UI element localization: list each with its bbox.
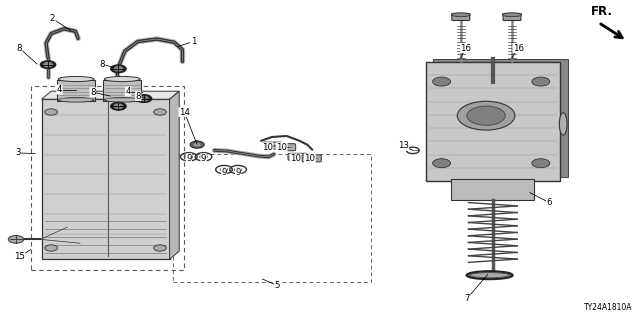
Ellipse shape bbox=[104, 98, 140, 102]
FancyBboxPatch shape bbox=[288, 153, 307, 160]
Text: 9: 9 bbox=[186, 154, 191, 163]
Text: 7: 7 bbox=[465, 294, 470, 303]
Circle shape bbox=[194, 143, 200, 146]
Circle shape bbox=[111, 102, 126, 110]
Circle shape bbox=[234, 168, 242, 172]
Text: 10: 10 bbox=[276, 143, 287, 152]
Circle shape bbox=[45, 109, 58, 115]
Text: 8: 8 bbox=[17, 44, 22, 52]
Text: 2: 2 bbox=[50, 14, 55, 23]
Circle shape bbox=[136, 95, 152, 102]
Text: 10: 10 bbox=[290, 154, 301, 163]
Text: 16: 16 bbox=[513, 44, 524, 52]
Text: 3: 3 bbox=[15, 148, 20, 157]
Ellipse shape bbox=[58, 76, 94, 82]
Text: FR.: FR. bbox=[591, 4, 612, 18]
Text: TY24A1810A: TY24A1810A bbox=[584, 303, 632, 312]
FancyBboxPatch shape bbox=[103, 80, 141, 101]
Circle shape bbox=[8, 236, 24, 243]
Ellipse shape bbox=[470, 273, 509, 278]
FancyBboxPatch shape bbox=[426, 62, 560, 181]
Text: 9: 9 bbox=[236, 168, 241, 177]
Ellipse shape bbox=[58, 98, 94, 102]
Text: 8: 8 bbox=[136, 92, 141, 100]
Text: 1: 1 bbox=[191, 37, 196, 46]
Circle shape bbox=[467, 106, 506, 125]
Circle shape bbox=[40, 61, 56, 68]
FancyBboxPatch shape bbox=[276, 144, 296, 151]
Text: 9: 9 bbox=[221, 168, 227, 177]
Circle shape bbox=[433, 159, 451, 168]
Text: 5: 5 bbox=[275, 281, 280, 290]
Text: 4: 4 bbox=[57, 85, 62, 94]
Circle shape bbox=[45, 245, 58, 251]
Text: 6: 6 bbox=[547, 198, 552, 207]
Text: 8: 8 bbox=[90, 88, 95, 97]
Circle shape bbox=[154, 109, 166, 115]
FancyBboxPatch shape bbox=[42, 99, 170, 259]
Ellipse shape bbox=[502, 13, 522, 17]
FancyBboxPatch shape bbox=[503, 13, 521, 20]
FancyBboxPatch shape bbox=[451, 179, 534, 200]
Circle shape bbox=[458, 101, 515, 130]
Circle shape bbox=[154, 245, 166, 251]
Circle shape bbox=[200, 155, 207, 159]
Ellipse shape bbox=[559, 113, 567, 135]
Circle shape bbox=[114, 104, 123, 108]
FancyBboxPatch shape bbox=[57, 80, 95, 101]
Text: 4: 4 bbox=[125, 87, 131, 96]
Circle shape bbox=[532, 77, 550, 86]
FancyBboxPatch shape bbox=[433, 59, 568, 177]
Polygon shape bbox=[42, 91, 179, 99]
Circle shape bbox=[220, 168, 228, 172]
Circle shape bbox=[190, 141, 204, 148]
Text: 8: 8 bbox=[100, 60, 105, 68]
FancyBboxPatch shape bbox=[452, 13, 470, 20]
Circle shape bbox=[114, 67, 123, 71]
Ellipse shape bbox=[104, 76, 140, 82]
Circle shape bbox=[140, 96, 148, 101]
Text: 16: 16 bbox=[460, 44, 472, 52]
Text: 13: 13 bbox=[397, 141, 409, 150]
Circle shape bbox=[111, 65, 126, 73]
Text: 14: 14 bbox=[179, 108, 190, 116]
Circle shape bbox=[44, 62, 52, 67]
Circle shape bbox=[185, 155, 193, 159]
Text: 10: 10 bbox=[304, 154, 316, 163]
Circle shape bbox=[433, 77, 451, 86]
FancyBboxPatch shape bbox=[302, 155, 321, 162]
Polygon shape bbox=[170, 91, 179, 259]
Text: 10: 10 bbox=[262, 143, 273, 152]
Text: 15: 15 bbox=[13, 252, 25, 261]
FancyBboxPatch shape bbox=[262, 142, 282, 149]
Text: 9: 9 bbox=[201, 154, 206, 163]
Circle shape bbox=[532, 159, 550, 168]
Ellipse shape bbox=[467, 271, 513, 279]
Ellipse shape bbox=[451, 13, 470, 17]
